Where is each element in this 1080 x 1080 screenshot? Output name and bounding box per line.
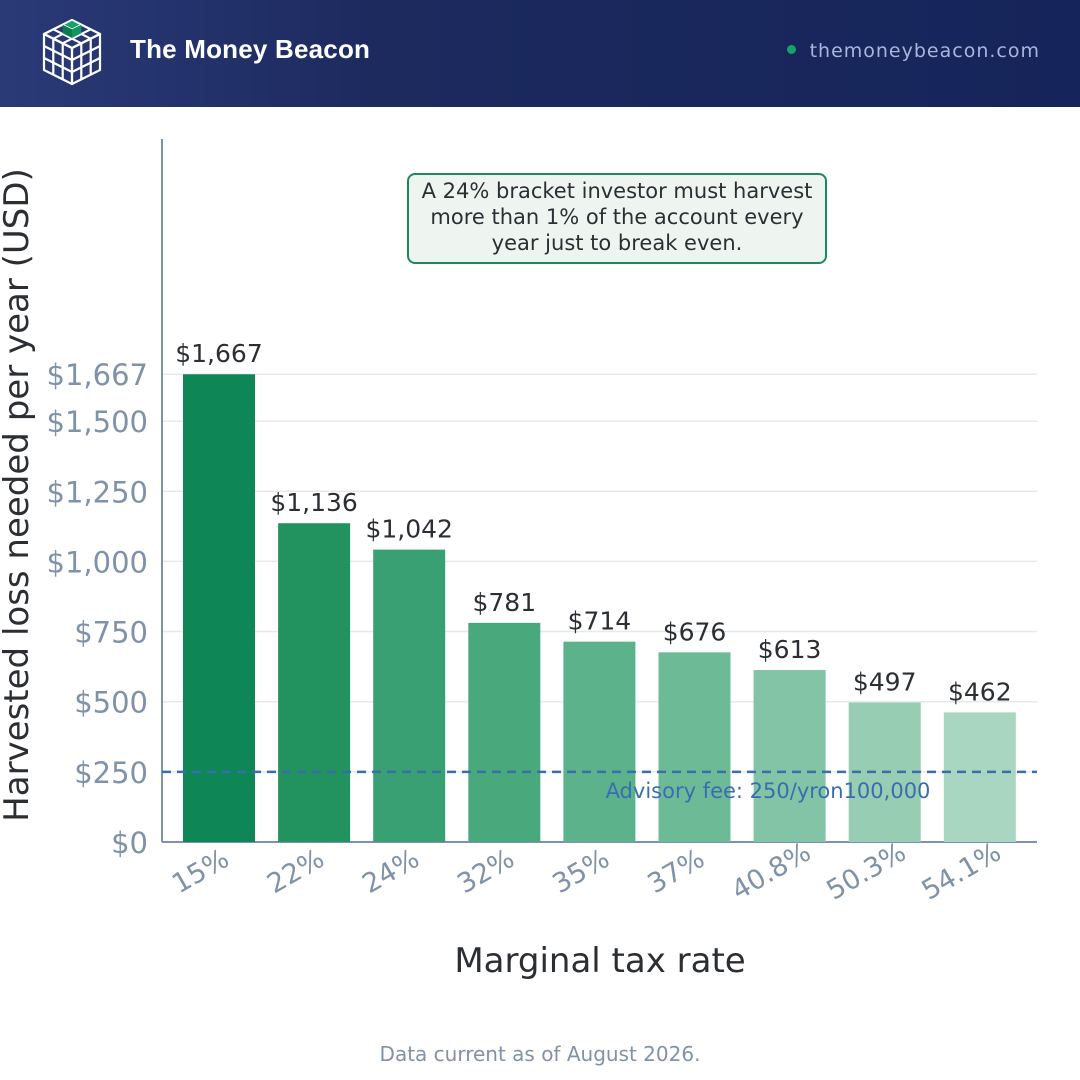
bar-value-label: $462	[948, 677, 1012, 706]
bar	[468, 622, 541, 842]
bar-value-label: $1,042	[365, 515, 452, 544]
bar-value-label: $676	[663, 617, 727, 646]
x-tick-label: 54.1%	[917, 837, 1007, 907]
x-tick-label: 24%	[357, 843, 424, 900]
y-axis-title: Harvested loss needed per year (USD)	[0, 168, 37, 822]
footer-note: Data current as of August 2026.	[379, 1042, 701, 1066]
website-text: themoneybeacon.com	[809, 40, 1040, 62]
x-tick-label: 40.8%	[726, 837, 816, 907]
x-tick-label: 50.3%	[822, 837, 912, 907]
y-tick-label: $0	[111, 826, 148, 860]
y-tick-label: $1,500	[47, 405, 148, 439]
y-tick-label: $1,250	[47, 475, 148, 509]
header-bar: The Money Beacon themoneybeacon.com	[0, 0, 1080, 107]
bar	[753, 669, 826, 842]
website-link[interactable]: themoneybeacon.com	[786, 40, 1040, 62]
bar-value-label: $497	[853, 668, 917, 697]
bar-value-label: $714	[568, 607, 632, 636]
bar	[943, 712, 1016, 842]
x-tick-label: 37%	[643, 843, 710, 900]
bar-value-label: $1,667	[175, 339, 262, 368]
brand-name: The Money Beacon	[130, 34, 371, 64]
x-tick-label: 32%	[452, 843, 519, 900]
fee-reference-label: Advisory fee: 250/yron100,000	[606, 779, 931, 803]
cube-logo-icon	[42, 18, 102, 86]
y-tick-label: $250	[74, 756, 148, 790]
status-dot-icon	[786, 45, 796, 54]
bar	[183, 374, 255, 842]
bar-value-label: $613	[758, 635, 822, 664]
y-tick-label: $500	[74, 686, 148, 720]
bar-value-label: $781	[472, 588, 536, 617]
annotation-callout: A 24% bracket investor must harvest more…	[407, 173, 827, 264]
bar-value-label: $1,136	[270, 488, 357, 517]
bar	[373, 549, 446, 842]
x-tick-label: 15%	[167, 843, 234, 900]
x-tick-label: 35%	[547, 843, 614, 900]
y-tick-label: $1,000	[47, 545, 148, 579]
x-axis-title: Marginal tax rate	[454, 941, 745, 981]
y-tick-label: $750	[74, 616, 148, 650]
bar-chart: $0 $250 $500 $750 $1,000 $1,250 $1,500 $1,667 $1…	[0, 139, 1037, 981]
x-tick-label: 22%	[262, 843, 329, 900]
bar	[658, 652, 731, 842]
bar	[563, 641, 636, 842]
bar	[278, 523, 351, 842]
y-tick-label: $1,667	[47, 358, 148, 392]
